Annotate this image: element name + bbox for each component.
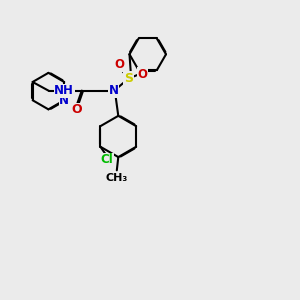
Text: CH₃: CH₃ [106,173,128,183]
Text: NH: NH [54,84,74,97]
Text: O: O [114,58,124,71]
Text: N: N [59,94,69,107]
Text: S: S [124,72,133,85]
Text: Cl: Cl [100,153,113,166]
Text: O: O [72,103,83,116]
Text: O: O [137,68,147,80]
Text: N: N [109,84,119,97]
